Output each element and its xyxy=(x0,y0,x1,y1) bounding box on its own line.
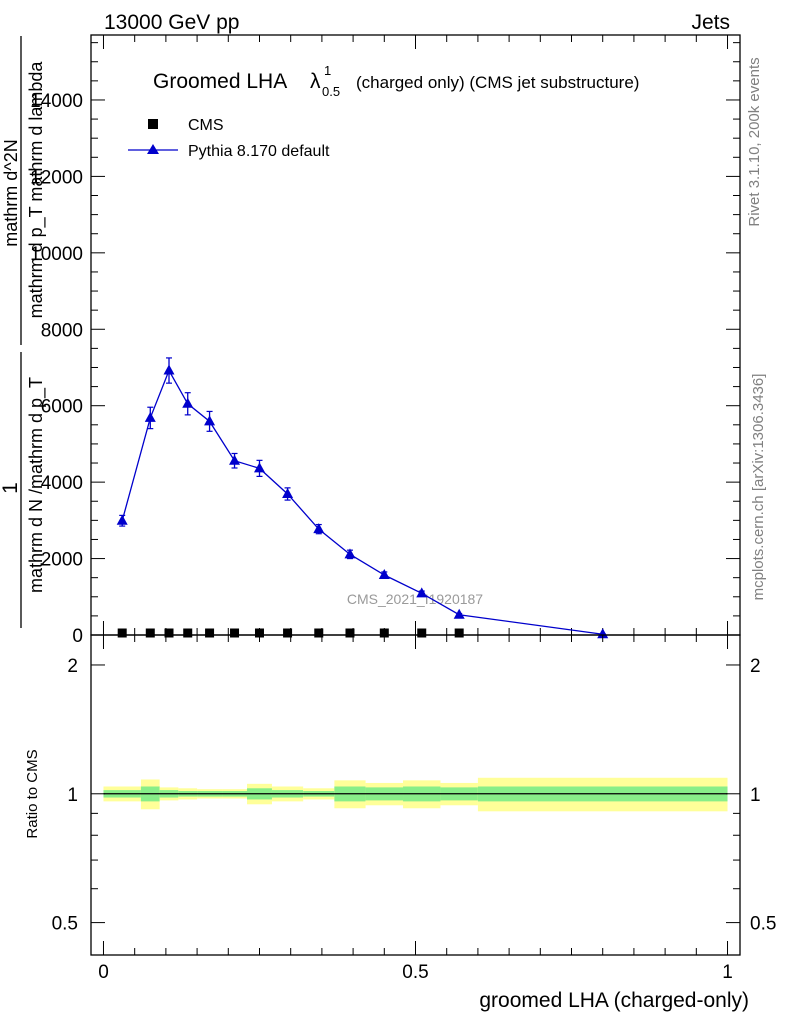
ratio-y-tick-label-right: 1 xyxy=(750,785,761,806)
pythia-data-point xyxy=(453,608,465,619)
cms-data-point xyxy=(345,628,355,638)
legend-cms-marker xyxy=(148,119,158,129)
cms-data-point xyxy=(379,628,389,638)
cms-data-point xyxy=(183,628,193,638)
cms-data-point xyxy=(145,628,155,638)
ylabel-one: 1 xyxy=(0,482,22,494)
ratio-x-tick-labels: 0 0.5 1 xyxy=(98,962,733,983)
main-y-tick-labels: 0 2000 4000 6000 8000 10000 12000 14000 xyxy=(30,91,83,647)
main-y-tick-label: 6000 xyxy=(41,397,83,418)
main-y-tick-label: 2000 xyxy=(41,550,83,571)
cms-data-point xyxy=(283,628,293,638)
plot-title-rest: (charged only) (CMS jet substructure) xyxy=(356,73,639,92)
ylabel-num-b: mathrm d p_T mathrm d lambda xyxy=(26,61,47,319)
cms-data-point xyxy=(417,628,427,638)
x-tick-label: 0 xyxy=(98,962,109,983)
pythia-data-point xyxy=(597,628,609,639)
x-axis-label: groomed LHA (charged-only) xyxy=(479,989,749,1012)
ratio-y-label: Ratio to CMS xyxy=(24,749,41,838)
cms-data-point xyxy=(254,628,264,638)
cms-data-point xyxy=(314,628,324,638)
ratio-y-tick-labels: 0.5 0.5 1 1 2 2 xyxy=(52,656,777,935)
legend-cms-label: CMS xyxy=(188,117,224,134)
cms-data-point xyxy=(117,628,127,638)
legend: CMS Pythia 8.170 default xyxy=(128,117,330,160)
ratio-y-tick-label: 2 xyxy=(67,656,78,677)
ratio-y-tick-label: 1 xyxy=(67,785,78,806)
plot-title: Groomed LHA λ 1 0.5 (charged only) (CMS … xyxy=(153,63,639,99)
cms-data-point xyxy=(454,628,464,638)
main-y-tick-label: 0 xyxy=(72,626,83,647)
main-y-tick-label: 12000 xyxy=(30,167,83,188)
ratio-uncertainty-bands xyxy=(103,777,728,812)
pythia-data-point xyxy=(416,587,428,598)
pythia-data-point xyxy=(378,569,390,579)
plot-title-main: Groomed LHA xyxy=(153,70,287,93)
pythia-data-point xyxy=(344,548,356,559)
pythia-data-point xyxy=(204,415,216,426)
pythia-data-point xyxy=(144,411,156,422)
plot-title-sup: 1 xyxy=(324,63,331,78)
ratio-y-tick-label-right: 0.5 xyxy=(750,914,776,935)
main-y-tick-label: 10000 xyxy=(30,244,83,265)
main-y-tick-label: 4000 xyxy=(41,473,83,494)
pythia-data-point xyxy=(229,454,241,465)
ylabel-num-a: mathrm d^2N xyxy=(1,139,21,246)
ratio-y-tick-label: 0.5 xyxy=(52,914,78,935)
main-y-tick-label: 14000 xyxy=(30,91,83,112)
y-axis-label: 1 mathrm d N /mathrm d p_T mathrm d^2N m… xyxy=(0,36,47,628)
pythia-data-point xyxy=(116,514,128,525)
pythia-data-point xyxy=(313,523,325,534)
mcplots-label: mcplots.cern.ch [arXiv:1306.3436] xyxy=(750,374,767,601)
legend-pythia-marker xyxy=(147,144,159,154)
pythia-data-point xyxy=(282,487,294,498)
ratio-axis-ticks xyxy=(91,635,740,955)
main-plot: 0 2000 4000 6000 8000 10000 12000 14000 CMS_202… xyxy=(30,34,741,647)
main-series-layer xyxy=(116,357,609,639)
cms-data-point xyxy=(205,628,215,638)
ratio-plot: 0.5 0.51 12 2 0 0.5 1 Ratio to CMS groomed LH… xyxy=(24,634,777,1012)
x-tick-label: 0.5 xyxy=(402,962,428,983)
ylabel-den: mathrm d N /mathrm d p_T xyxy=(26,377,47,593)
pythia-series-line xyxy=(121,369,603,635)
main-y-tick-label: 8000 xyxy=(41,320,83,341)
legend-pythia-label: Pythia 8.170 default xyxy=(188,143,330,160)
x-tick-label: 1 xyxy=(722,962,733,983)
cms-data-point xyxy=(230,628,240,638)
plot-title-lambda: λ xyxy=(310,70,321,93)
rivet-label: Rivet 3.1.10, 200k events xyxy=(746,57,763,226)
process-label: Jets xyxy=(691,11,730,34)
pythia-data-point xyxy=(182,397,194,408)
cms-data-point xyxy=(164,628,174,638)
ratio-y-tick-label-right: 2 xyxy=(750,656,761,677)
energy-label: 13000 GeV pp xyxy=(104,11,239,34)
plot-title-sub: 0.5 xyxy=(322,84,340,99)
pythia-data-point xyxy=(163,364,175,375)
watermark: CMS_2021_I1920187 xyxy=(347,591,483,607)
pythia-data-point xyxy=(253,462,265,473)
